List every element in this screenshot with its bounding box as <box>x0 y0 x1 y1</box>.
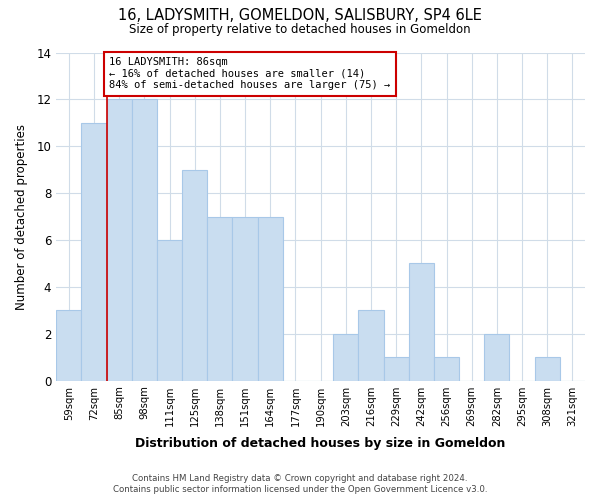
Bar <box>333 334 358 380</box>
Bar <box>82 123 107 380</box>
Bar <box>409 264 434 380</box>
Bar <box>56 310 82 380</box>
X-axis label: Distribution of detached houses by size in Gomeldon: Distribution of detached houses by size … <box>136 437 506 450</box>
Bar <box>535 357 560 380</box>
Bar <box>157 240 182 380</box>
Bar <box>484 334 509 380</box>
Bar <box>232 216 257 380</box>
Text: 16 LADYSMITH: 86sqm
← 16% of detached houses are smaller (14)
84% of semi-detach: 16 LADYSMITH: 86sqm ← 16% of detached ho… <box>109 57 391 90</box>
Bar <box>207 216 232 380</box>
Bar <box>182 170 207 380</box>
Text: Contains HM Land Registry data © Crown copyright and database right 2024.
Contai: Contains HM Land Registry data © Crown c… <box>113 474 487 494</box>
Bar <box>434 357 459 380</box>
Y-axis label: Number of detached properties: Number of detached properties <box>15 124 28 310</box>
Bar <box>383 357 409 380</box>
Bar <box>358 310 383 380</box>
Text: 16, LADYSMITH, GOMELDON, SALISBURY, SP4 6LE: 16, LADYSMITH, GOMELDON, SALISBURY, SP4 … <box>118 8 482 22</box>
Bar <box>257 216 283 380</box>
Bar <box>107 100 132 380</box>
Bar <box>132 100 157 380</box>
Text: Size of property relative to detached houses in Gomeldon: Size of property relative to detached ho… <box>129 22 471 36</box>
